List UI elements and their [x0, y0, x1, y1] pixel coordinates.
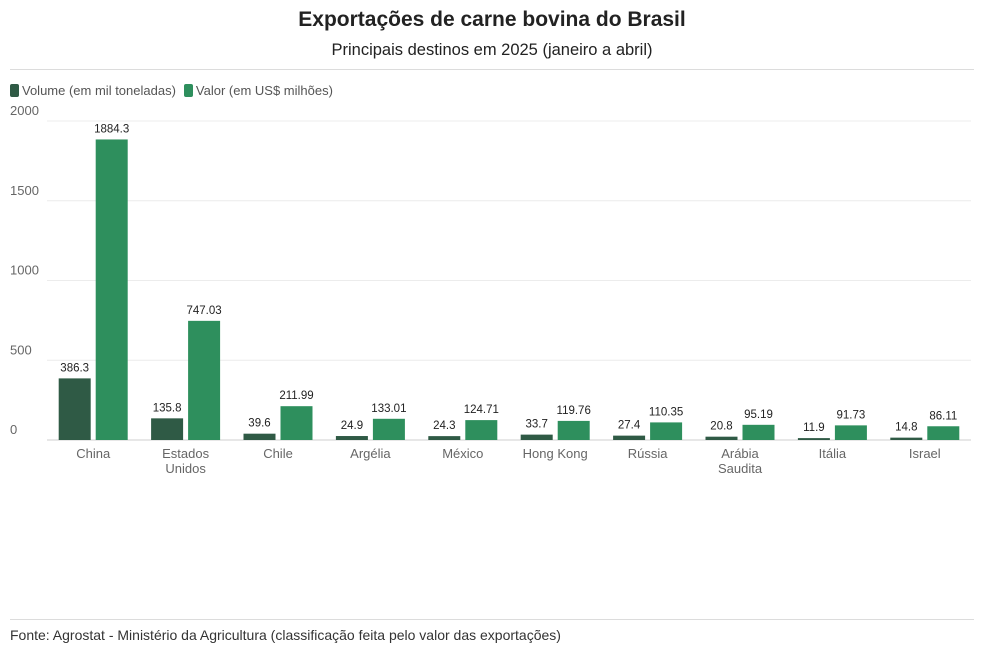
bar-valor	[834, 425, 867, 440]
bar-valor	[742, 424, 775, 440]
bar-valor	[465, 420, 498, 440]
x-tick-label: Hong Kong	[523, 446, 588, 461]
bar-valor	[188, 320, 221, 440]
chart-title: Exportações de carne bovina do Brasil	[298, 8, 686, 31]
y-tick-label: 2000	[10, 103, 39, 118]
y-tick-label: 0	[10, 422, 17, 437]
x-tick-label: México	[442, 446, 483, 461]
x-tick-label: Itália	[819, 446, 847, 461]
x-tick-label: Argélia	[350, 446, 391, 461]
data-label: 135.8	[153, 402, 182, 414]
x-tick-label: Rússia	[628, 446, 669, 461]
bar-volume	[428, 436, 461, 440]
y-tick-label: 500	[10, 342, 32, 357]
x-tick-label: Estados Unidos	[162, 446, 209, 476]
header-divider	[10, 69, 974, 70]
bar-valor	[927, 426, 960, 440]
y-tick-label: 1000	[10, 263, 39, 278]
legend-swatch-volume	[10, 84, 19, 97]
data-label: 124.71	[464, 404, 499, 416]
data-label: 95.19	[744, 409, 773, 421]
data-label: 119.76	[557, 405, 591, 417]
data-label: 91.73	[837, 409, 866, 421]
source-note: Fonte: Agrostat - Ministério da Agricult…	[10, 627, 561, 643]
bar-valor	[280, 406, 313, 440]
data-label: 211.99	[279, 390, 313, 402]
data-label: 27.4	[618, 420, 641, 432]
data-label: 133.01	[371, 403, 406, 415]
data-label: 1884.3	[94, 123, 129, 135]
bar-valor	[372, 418, 405, 440]
chart-subtitle: Principais destinos em 2025 (janeiro a a…	[331, 41, 653, 59]
data-label: 110.35	[649, 406, 683, 418]
bar-volume	[520, 434, 553, 440]
y-tick-label: 1500	[10, 183, 39, 198]
bar-valor	[95, 139, 128, 440]
bar-volume	[613, 435, 646, 440]
data-label: 20.8	[710, 421, 732, 433]
bar-volume	[797, 438, 830, 440]
legend-item-volume: Volume (em mil toneladas)	[10, 83, 176, 98]
footer-divider	[10, 619, 974, 620]
x-tick-label: Chile	[263, 446, 293, 461]
legend-item-valor: Valor (em US$ milhões)	[183, 83, 333, 98]
bar-volume	[58, 378, 91, 440]
legend-label-valor: Valor (em US$ milhões)	[195, 83, 333, 98]
bar-volume	[243, 433, 276, 440]
bar-volume	[335, 436, 368, 440]
data-label: 24.9	[341, 420, 363, 432]
data-label: 33.7	[526, 419, 548, 431]
data-label: 11.9	[803, 422, 825, 434]
bar-volume	[151, 418, 184, 440]
x-tick-label: Israel	[909, 446, 941, 461]
x-tick-label: Arábia Saudita	[718, 446, 763, 476]
x-tick-label: China	[76, 446, 111, 461]
legend: Volume (em mil toneladas) Valor (em US$ …	[10, 83, 333, 98]
data-label: 39.6	[248, 418, 270, 430]
data-label: 86.11	[929, 410, 957, 422]
legend-label-volume: Volume (em mil toneladas)	[22, 83, 176, 98]
data-label: 386.3	[60, 362, 89, 374]
bar-volume	[890, 437, 923, 440]
bar-valor	[650, 422, 683, 440]
data-label: 24.3	[433, 420, 455, 432]
bar-volume	[705, 436, 738, 440]
bar-chart: 0 500 1000 1500 2000 386.3 1884.3 China 135.8 747…	[10, 103, 971, 476]
legend-swatch-valor	[183, 84, 193, 97]
data-label: 747.03	[187, 305, 222, 317]
data-label: 14.8	[895, 422, 917, 434]
bar-valor	[557, 420, 590, 440]
